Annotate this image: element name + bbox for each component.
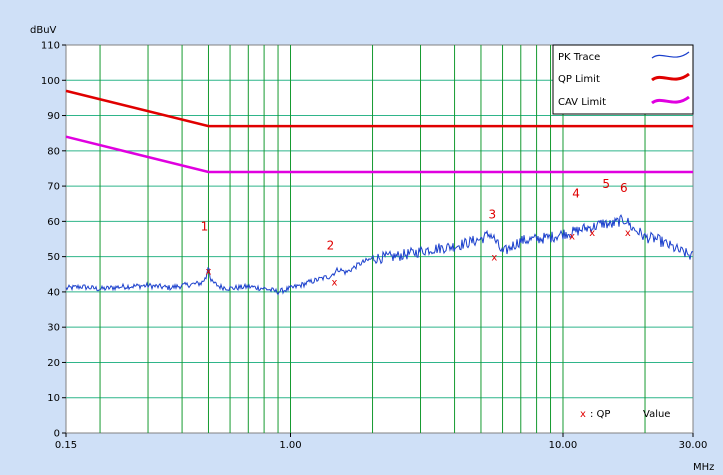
y-tick-label: 40 (47, 287, 60, 298)
grid-vertical (99, 45, 646, 433)
y-tick-label: 110 (41, 41, 60, 52)
qp-note-value: Value (643, 409, 670, 420)
legend-qp-label: QP Limit (558, 74, 600, 85)
x-axis-unit: MHz (693, 462, 714, 473)
limit-lines (65, 89, 693, 174)
marker-label: 2 (327, 238, 335, 252)
y-tick-label: 30 (47, 323, 60, 334)
marker-label: 6 (620, 181, 628, 195)
legend-pk-swatch (651, 51, 690, 59)
legend-cav-label: CAV Limit (558, 97, 606, 108)
qp-marker-x: x (589, 228, 595, 239)
y-tick-label: 50 (47, 252, 60, 263)
qp-markers: x 1 x 2 x 3 x 4 x 5 x 6 (201, 177, 631, 288)
qp-note: x : QP Value (580, 409, 670, 420)
marker-label: 5 (602, 177, 610, 191)
legend-cav-swatch (651, 95, 690, 105)
y-tick-label: 60 (47, 217, 60, 228)
y-tick-label: 100 (41, 76, 60, 87)
y-tick-label: 80 (47, 146, 60, 157)
y-tick-label: 90 (47, 111, 60, 122)
x-tick-label: 1.00 (279, 440, 301, 451)
x-tick-label: 30.00 (679, 440, 708, 451)
qp-marker-x: x (332, 277, 338, 288)
marker-label: 4 (572, 186, 580, 200)
marker-label: 1 (201, 220, 209, 234)
y-tick-label: 0 (54, 429, 60, 440)
x-tick-label: 0.15 (55, 440, 77, 451)
qp-note-text: : QP (590, 409, 610, 420)
qp-marker-x: x (625, 228, 631, 239)
qp-limit-line (65, 89, 693, 128)
cav-limit-line (65, 135, 693, 174)
pk-trace-line (65, 214, 694, 296)
y-tick-label: 10 (47, 393, 60, 404)
y-tick-label: 70 (47, 182, 60, 193)
y-tick-label: 20 (47, 358, 60, 369)
legend-pk-label: PK Trace (558, 52, 600, 63)
qp-marker-x: x (491, 253, 497, 264)
marker-label: 3 (489, 208, 497, 222)
qp-marker-x: x (206, 267, 212, 278)
qp-marker-x: x (569, 231, 575, 242)
pk-trace (65, 214, 694, 296)
x-tick-label: 10.00 (549, 440, 578, 451)
y-tick-labels: 0 10 20 30 40 50 60 70 80 90 100 110 (41, 41, 66, 440)
qp-note-marker: x (580, 409, 586, 420)
x-tick-labels: 0.15 1.00 10.00 30.00 (55, 433, 707, 451)
legend: PK Trace QP Limit CAV Limit (552, 44, 694, 115)
legend-qp-swatch (651, 72, 690, 82)
y-axis-unit: dBuV (30, 25, 57, 36)
